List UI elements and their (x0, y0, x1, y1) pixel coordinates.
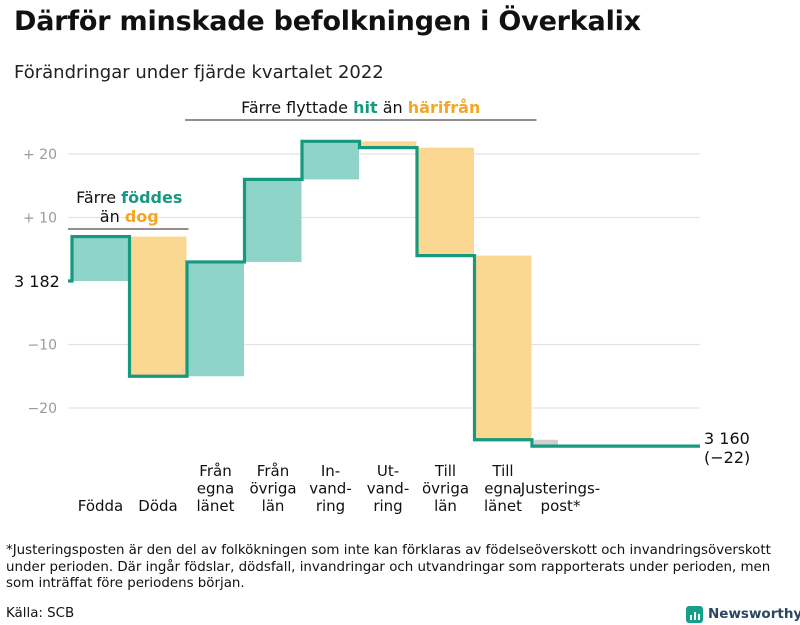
x-tick-label: Justerings-post* (520, 480, 600, 516)
waterfall-bar (474, 255, 532, 440)
waterfall-bar (417, 147, 474, 256)
end-value-label: 3 160 (704, 429, 750, 448)
x-tick-label: In-vand-ring (309, 462, 352, 515)
chart-title: Därför minskade befolkningen i Överkalix (14, 6, 641, 37)
footnote: *Justeringsposten är den del av folkökni… (6, 543, 771, 591)
cumulative-step-line (68, 139, 700, 448)
chart-subtitle: Förändringar under fjärde kvartalet 2022 (14, 62, 384, 83)
waterfall-bar (359, 141, 417, 148)
y-tick-label: + 20 (23, 147, 57, 163)
start-value-label: 3 182 (14, 272, 60, 291)
end-change-label: (−22) (704, 448, 750, 467)
adjustment-bar (534, 439, 558, 447)
waterfall-bar (72, 236, 129, 281)
x-tick-label: Från egna länet (197, 462, 235, 515)
brand-name: Newsworthy (708, 606, 800, 622)
waterfall-bar (129, 236, 187, 377)
annotation-birth-death-line1: Färre föddes (76, 188, 182, 207)
annotation-birth-death-line2: än dog (100, 207, 159, 226)
x-tick-label: Ut-vand-ring (367, 462, 410, 515)
y-tick-label: −20 (27, 401, 57, 417)
x-tick-label: Födda (78, 497, 124, 515)
waterfall-bar (244, 179, 302, 262)
waterfall-bar (187, 261, 244, 377)
newsworthy-logo-icon (686, 605, 703, 623)
waterfall-bar (302, 141, 359, 180)
x-tick-label: Döda (138, 497, 177, 515)
brand-logo-group: Newsworthy (686, 604, 800, 624)
y-tick-label: + 10 (23, 211, 57, 227)
x-tick-label: Från övriga län (249, 462, 296, 515)
x-tick-label: Till egna länet (484, 462, 522, 515)
x-tick-label: Till övriga län (422, 462, 469, 515)
y-tick-label: −10 (27, 338, 57, 354)
source-label: Källa: SCB (6, 606, 75, 621)
annotation-migration: Färre flyttade hit än härifrån (241, 98, 480, 117)
waterfall-chart: + 20 + 10 −10 −20 3 182 3 160(−22) Födda Döda Fr… (14, 98, 750, 516)
